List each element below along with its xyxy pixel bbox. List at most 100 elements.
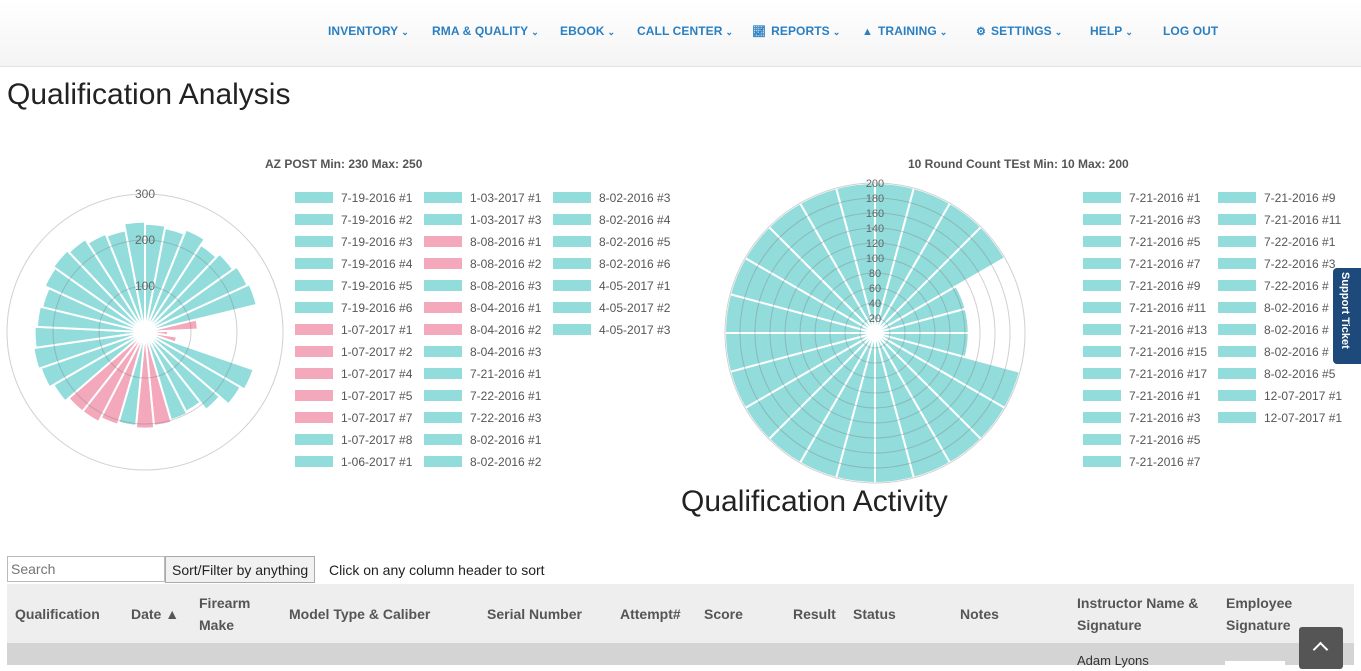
column-header-firearm-make[interactable]: Firearm Make bbox=[199, 592, 250, 636]
column-header-status[interactable]: Status bbox=[853, 603, 896, 625]
table-row[interactable]: Adam Lyons bbox=[7, 643, 1354, 671]
column-header-notes[interactable]: Notes bbox=[960, 603, 999, 625]
legend-label: 7-22-2016 #1 bbox=[470, 389, 542, 403]
legend-label: 8-02-2016 # bbox=[1264, 323, 1329, 337]
legend-swatch bbox=[553, 324, 591, 335]
column-header-instructor[interactable]: Instructor Name & Signature bbox=[1077, 592, 1198, 636]
top-navbar: INVENTORY ⌄ RMA & QUALITY ⌄ EBOOK ⌄ CALL CE… bbox=[0, 0, 1361, 67]
polar-segment[interactable] bbox=[834, 181, 876, 334]
nav-call-center[interactable]: CALL CENTER ⌄ bbox=[637, 24, 733, 38]
polar-tick-label: 60 bbox=[869, 283, 881, 295]
column-header-qualification[interactable]: Qualification bbox=[15, 603, 100, 625]
legend-swatch bbox=[424, 346, 462, 357]
legend-swatch bbox=[1218, 368, 1256, 379]
legend-label: 7-21-2016 #17 bbox=[1129, 367, 1208, 381]
table-header: Qualification Date ▲ Firearm Make Model T… bbox=[7, 584, 1354, 643]
header-text: Firearm bbox=[199, 595, 251, 611]
chevron-up-icon bbox=[1312, 641, 1329, 658]
polar-grid-ring bbox=[799, 257, 951, 409]
legend-label: 8-02-2016 #5 bbox=[599, 235, 671, 249]
legend-swatch bbox=[1218, 236, 1256, 247]
legend-label: 12-07-2017 #1 bbox=[1264, 389, 1343, 403]
legend-label: 8-02-2016 # bbox=[1264, 345, 1329, 359]
polar-segment[interactable] bbox=[874, 225, 1007, 334]
column-header-date[interactable]: Date ▲ bbox=[131, 603, 179, 625]
column-header-employee-signature[interactable]: Employee Signature bbox=[1226, 592, 1292, 636]
polar-grid-ring bbox=[769, 227, 981, 439]
legend-label: 1-03-2017 #1 bbox=[470, 191, 542, 205]
graduation-cap-icon: ▲ bbox=[862, 26, 873, 38]
legend-label: 4-05-2017 #2 bbox=[599, 301, 671, 315]
polar-tick-label: 140 bbox=[866, 223, 884, 235]
search-input[interactable] bbox=[7, 556, 165, 582]
polar-grid-ring bbox=[52, 239, 238, 425]
chevron-down-icon: ⌄ bbox=[725, 27, 734, 37]
legend-swatch bbox=[295, 236, 333, 247]
column-header-model-type[interactable]: Model Type & Caliber bbox=[289, 603, 430, 625]
polar-segment[interactable] bbox=[86, 232, 146, 333]
polar-tick-label: 160 bbox=[866, 208, 884, 220]
legend-label: 7-21-2016 #1 bbox=[1129, 389, 1201, 403]
header-text: Model Type & Caliber bbox=[289, 606, 431, 622]
employee-signature-field[interactable] bbox=[1225, 661, 1285, 671]
sort-hint-text: Click on any column header to sort bbox=[329, 562, 545, 578]
chevron-down-icon: ⌄ bbox=[607, 27, 616, 37]
legend-label: 4-05-2017 #1 bbox=[599, 279, 671, 293]
legend-swatch bbox=[424, 236, 462, 247]
polar-segment[interactable] bbox=[134, 331, 156, 430]
nav-training[interactable]: ▲ TRAINING ⌄ bbox=[862, 24, 947, 38]
legend-label: 8-08-2016 #2 bbox=[470, 257, 542, 271]
legend-label: 1-03-2017 #3 bbox=[470, 213, 542, 227]
column-header-serial-number[interactable]: Serial Number bbox=[487, 603, 582, 625]
nav-label: EBOOK bbox=[560, 24, 605, 38]
sort-filter-button[interactable]: Sort/Filter by anything bbox=[165, 556, 316, 583]
page-title: Qualification Analysis bbox=[7, 78, 291, 111]
legend-swatch bbox=[1083, 346, 1121, 357]
scroll-to-top-button[interactable] bbox=[1299, 627, 1343, 669]
column-header-score[interactable]: Score bbox=[704, 603, 743, 625]
support-ticket-tab[interactable]: Support Ticket bbox=[1333, 268, 1361, 364]
nav-help[interactable]: HELP ⌄ bbox=[1090, 24, 1133, 38]
polar-segment[interactable] bbox=[51, 249, 146, 333]
polar-segment[interactable] bbox=[144, 318, 199, 333]
polar-segment[interactable] bbox=[33, 325, 146, 349]
nav-reports[interactable]: 📈︎ REPORTS ⌄ bbox=[752, 24, 840, 38]
column-header-result[interactable]: Result bbox=[793, 603, 836, 625]
chevron-down-icon: ⌄ bbox=[401, 27, 409, 37]
polar-grid-ring bbox=[754, 212, 996, 454]
header-text: Serial Number bbox=[487, 606, 582, 622]
legend-label: 8-02-2016 #6 bbox=[599, 257, 671, 271]
polar-segment[interactable] bbox=[122, 220, 146, 333]
nav-ebook[interactable]: EBOOK ⌄ bbox=[560, 24, 615, 38]
chart-title-round-count: 10 Round Count TEst Min: 10 Max: 200 bbox=[908, 157, 1129, 171]
header-text: Result bbox=[793, 606, 836, 622]
legend-swatch bbox=[1083, 258, 1121, 269]
legend-swatch bbox=[295, 324, 333, 335]
legend-swatch bbox=[1083, 456, 1121, 467]
polar-grid-ring bbox=[739, 197, 1011, 469]
polar-segment[interactable] bbox=[144, 331, 255, 391]
header-text: Instructor Name & bbox=[1077, 595, 1199, 611]
polar-tick-label: 120 bbox=[866, 238, 884, 250]
legend-label: 8-02-2016 #3 bbox=[599, 191, 671, 205]
polar-segment[interactable] bbox=[32, 331, 146, 371]
polar-segment[interactable] bbox=[67, 237, 146, 333]
nav-inventory[interactable]: INVENTORY ⌄ bbox=[328, 24, 409, 38]
legend-swatch bbox=[424, 280, 462, 291]
nav-settings[interactable]: ⚙ SETTINGS ⌄ bbox=[976, 24, 1062, 38]
polar-segment[interactable] bbox=[144, 282, 258, 333]
column-header-attempt[interactable]: Attempt# bbox=[620, 603, 681, 625]
legend-label: 1-07-2017 #1 bbox=[341, 323, 413, 337]
polar-grid-ring bbox=[784, 242, 966, 424]
legend-label: 8-02-2016 # bbox=[1264, 301, 1329, 315]
header-text: Make bbox=[199, 617, 235, 633]
polar-segment[interactable] bbox=[144, 228, 207, 333]
polar-segment[interactable] bbox=[144, 331, 222, 412]
header-text: Attempt# bbox=[620, 606, 681, 622]
legend-label: 8-04-2016 #2 bbox=[470, 323, 542, 337]
nav-rma-quality[interactable]: RMA & QUALITY ⌄ bbox=[432, 24, 539, 38]
legend-swatch bbox=[1218, 258, 1256, 269]
polar-segment[interactable] bbox=[144, 331, 242, 406]
nav-logout[interactable]: LOG OUT bbox=[1163, 24, 1218, 38]
legend-swatch bbox=[424, 214, 462, 225]
